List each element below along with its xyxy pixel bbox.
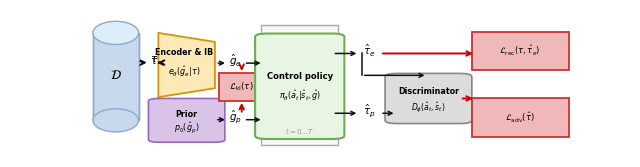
Text: $p_0(\hat{g}_p)$: $p_0(\hat{g}_p)$ bbox=[174, 120, 199, 135]
Text: $\tau$: $\tau$ bbox=[150, 54, 158, 64]
Text: Discriminator: Discriminator bbox=[398, 87, 459, 96]
Text: $\pi_\theta(\hat{a}_t|\hat{s}_t,\hat{g})$: $\pi_\theta(\hat{a}_t|\hat{s}_t,\hat{g})… bbox=[278, 89, 321, 103]
Text: $\hat{\tau}_p$: $\hat{\tau}_p$ bbox=[363, 102, 376, 119]
Text: Encoder & IB: Encoder & IB bbox=[155, 48, 213, 57]
Text: $\mathcal{L}_{\mathrm{rec}}(\tau,\hat{\tau}_e)$: $\mathcal{L}_{\mathrm{rec}}(\tau,\hat{\t… bbox=[499, 44, 541, 58]
Text: $\mathcal{L}_{\mathrm{adv}}(\hat{\tau})$: $\mathcal{L}_{\mathrm{adv}}(\hat{\tau})$ bbox=[506, 111, 535, 125]
Text: $\hat{g}_e$: $\hat{g}_e$ bbox=[229, 52, 242, 69]
FancyBboxPatch shape bbox=[472, 99, 568, 137]
Polygon shape bbox=[158, 33, 215, 97]
FancyBboxPatch shape bbox=[219, 73, 264, 101]
Text: $\mathcal{L}_{\mathrm{kl}}(\tau)$: $\mathcal{L}_{\mathrm{kl}}(\tau)$ bbox=[229, 81, 254, 93]
Text: $\mathcal{D}$: $\mathcal{D}$ bbox=[110, 69, 122, 82]
FancyBboxPatch shape bbox=[148, 99, 225, 142]
Text: $e_\theta(\hat{g}_e|\tau)$: $e_\theta(\hat{g}_e|\tau)$ bbox=[168, 64, 200, 79]
Text: $\hat{g}_p$: $\hat{g}_p$ bbox=[228, 109, 242, 125]
Text: $D_\phi(\hat{a}_t, \hat{s}_t)$: $D_\phi(\hat{a}_t, \hat{s}_t)$ bbox=[412, 100, 445, 115]
Text: Control policy: Control policy bbox=[267, 72, 333, 81]
FancyBboxPatch shape bbox=[261, 25, 338, 145]
FancyBboxPatch shape bbox=[385, 73, 472, 124]
Text: Prior: Prior bbox=[175, 110, 198, 119]
FancyBboxPatch shape bbox=[472, 32, 568, 70]
Text: $\hat{\tau}_e$: $\hat{\tau}_e$ bbox=[363, 43, 376, 59]
Ellipse shape bbox=[93, 21, 138, 44]
Polygon shape bbox=[93, 33, 138, 120]
FancyBboxPatch shape bbox=[255, 34, 344, 139]
Text: $t=0\ldots T$: $t=0\ldots T$ bbox=[285, 126, 314, 136]
Ellipse shape bbox=[93, 109, 138, 132]
Text: $\tau$: $\tau$ bbox=[150, 56, 159, 65]
